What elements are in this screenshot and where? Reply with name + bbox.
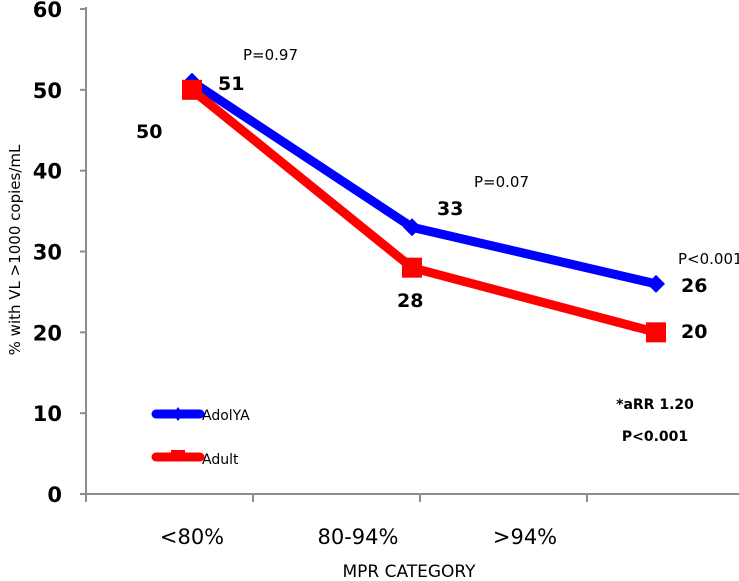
y-tick-label: 0 [47, 483, 62, 507]
y-tick-label: 60 [33, 0, 62, 22]
series-line-adolya [189, 77, 658, 289]
legend-label-adolya: AdolYA [202, 408, 250, 424]
data-label-adolya: 51 [218, 73, 244, 95]
data-point-adolya [403, 218, 421, 237]
data-point-adult [182, 79, 202, 100]
y-tick-label: 20 [33, 321, 62, 345]
y-tick-label: 40 [33, 160, 62, 184]
data-label-adolya: 26 [681, 275, 707, 297]
x-tick-label: <80% [160, 525, 224, 549]
legend-item-adult: Adult [151, 450, 239, 468]
y-tick-label: 50 [33, 79, 62, 103]
legend-label-adult: Adult [202, 452, 239, 468]
x-tick-label: 80-94% [318, 525, 399, 549]
legend-marker-square-icon [171, 450, 185, 460]
x-tick-label: >94% [493, 525, 557, 549]
data-point-adolya [647, 274, 665, 293]
y-tick-label: 30 [33, 241, 62, 265]
data-point-adult [646, 322, 666, 343]
data-label-adult: 20 [681, 321, 707, 343]
p-value-3: P<0.001 [678, 250, 739, 268]
legend-item-adolya: AdolYA [151, 407, 250, 424]
p-value-2: P=0.07 [474, 173, 529, 191]
x-axis-title: MPR CATEGORY [342, 562, 476, 581]
data-label-adolya: 33 [437, 198, 463, 220]
arr-annotation-line2: P<0.001 [622, 429, 688, 445]
y-axis-title: % with VL >1000 copies/mL [6, 144, 24, 355]
p-value-1: P=0.97 [243, 46, 298, 64]
data-label-adult: 28 [397, 290, 423, 312]
data-point-adult [402, 257, 422, 278]
axes [80, 7, 739, 497]
legend: AdolYA Adult [151, 407, 250, 468]
arr-annotation-line1: *aRR 1.20 [616, 397, 694, 413]
data-label-adult: 50 [136, 121, 162, 143]
y-tick-label: 10 [33, 402, 62, 426]
legend-marker-diamond-icon [173, 407, 183, 421]
